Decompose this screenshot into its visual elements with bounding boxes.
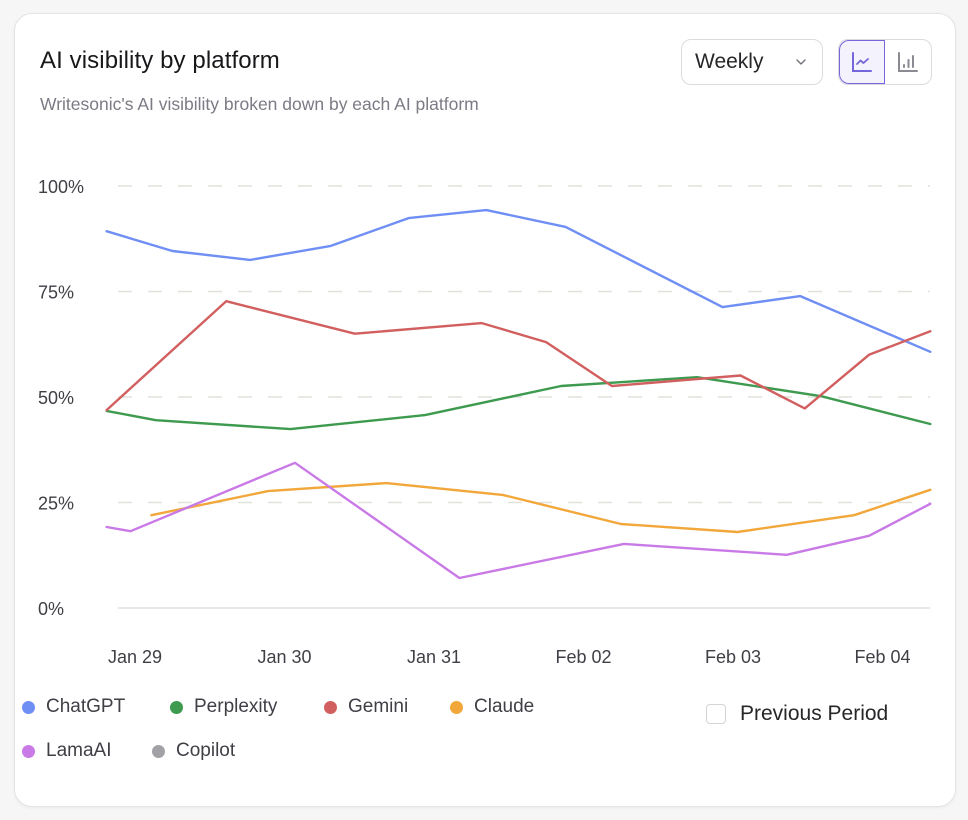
x-axis: Jan 29 Jan 30 Jan 31 Feb 02 Feb 03 Feb 04 bbox=[108, 647, 911, 667]
x-tick-label: Feb 02 bbox=[555, 647, 611, 667]
card-subtitle: Writesonic's AI visibility broken down b… bbox=[40, 94, 479, 114]
legend-item-gemini[interactable]: Gemini bbox=[324, 696, 408, 718]
line-chart-view-button[interactable] bbox=[839, 40, 885, 84]
legend-label: Perplexity bbox=[194, 696, 278, 717]
series-line-perplexity[interactable] bbox=[105, 376, 932, 431]
legend-item-claude[interactable]: Claude bbox=[450, 696, 534, 718]
series-line-claude[interactable] bbox=[150, 481, 932, 534]
legend-item-copilot[interactable]: Copilot bbox=[152, 740, 235, 762]
legend-item-chatgpt[interactable]: ChatGPT bbox=[22, 696, 125, 718]
series-line-gemini[interactable] bbox=[105, 300, 932, 412]
chart-view-toggle bbox=[838, 39, 932, 85]
y-tick-label: 25% bbox=[38, 494, 74, 514]
x-tick-label: Jan 30 bbox=[257, 647, 311, 667]
period-select-value: Weekly bbox=[695, 50, 764, 73]
y-axis: 0% 25% 50% 75% 100% bbox=[38, 177, 84, 619]
bar-chart-view-button[interactable] bbox=[885, 40, 931, 84]
series-line-chatgpt[interactable] bbox=[105, 208, 932, 353]
series-line-lamaai[interactable] bbox=[105, 461, 932, 580]
legend-label: Copilot bbox=[176, 740, 236, 761]
chevron-down-icon bbox=[796, 59, 806, 65]
legend-dot-icon bbox=[170, 700, 183, 714]
y-tick-label: 0% bbox=[38, 599, 64, 619]
grid-lines bbox=[118, 185, 930, 609]
x-tick-label: Jan 29 bbox=[108, 647, 162, 667]
legend-dot-icon bbox=[22, 744, 35, 758]
line-chart-icon bbox=[852, 52, 872, 72]
x-tick-label: Feb 04 bbox=[854, 647, 910, 667]
previous-period-checkbox[interactable]: Previous Period bbox=[706, 702, 888, 726]
line-chart: 0% 25% 50% 75% 100% Jan 29 Jan 30 Jan 31 Feb 02… bbox=[38, 177, 932, 667]
legend-item-perplexity[interactable]: Perplexity bbox=[170, 696, 277, 718]
legend-dot-icon bbox=[450, 700, 463, 714]
period-select[interactable]: Weekly bbox=[681, 39, 823, 85]
legend-dot-icon bbox=[22, 700, 35, 714]
series-lines bbox=[105, 208, 932, 580]
legend-item-lamaai[interactable]: LamaAI bbox=[22, 740, 111, 762]
checkbox-box[interactable] bbox=[706, 704, 726, 724]
ai-visibility-card: AI visibility by platform Writesonic's A… bbox=[14, 13, 956, 807]
legend-dot-icon bbox=[324, 700, 337, 714]
legend-dot-icon bbox=[152, 744, 165, 758]
x-tick-label: Jan 31 bbox=[407, 647, 461, 667]
card-title: AI visibility by platform bbox=[40, 47, 280, 74]
previous-period-label: Previous Period bbox=[740, 702, 889, 725]
bar-chart-icon bbox=[898, 52, 918, 72]
y-tick-label: 50% bbox=[38, 388, 74, 408]
y-tick-label: 75% bbox=[38, 283, 74, 303]
y-tick-label: 100% bbox=[38, 177, 84, 197]
legend-label: Claude bbox=[474, 696, 535, 717]
x-tick-label: Feb 03 bbox=[705, 647, 761, 667]
legend-label: Gemini bbox=[348, 696, 409, 717]
legend-label: LamaAI bbox=[46, 740, 112, 761]
legend-label: ChatGPT bbox=[46, 696, 126, 717]
